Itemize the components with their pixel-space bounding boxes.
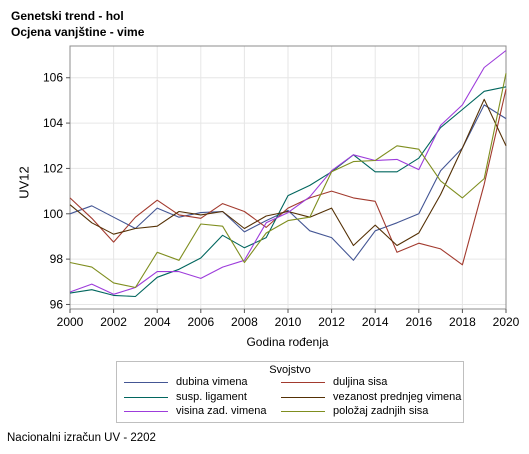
y-axis-label: UV12 [16, 166, 32, 199]
series-line-2 [69, 88, 507, 266]
legend-swatch [124, 411, 168, 412]
x-tick-label: 2010 [275, 315, 302, 329]
legend-swatch [124, 396, 168, 398]
series-line-6 [69, 73, 507, 289]
x-tick-label: 2000 [57, 315, 84, 329]
x-tick-label: 2002 [100, 315, 127, 329]
y-tick-label: 102 [43, 161, 63, 175]
y-tick-label: 96 [50, 297, 64, 311]
legend-swatch [124, 382, 168, 383]
legend-swatch [281, 396, 325, 398]
x-tick-label: 2006 [187, 315, 214, 329]
y-tick-label: 98 [50, 252, 64, 266]
legend-label: vezanost prednjeg vimena [333, 390, 462, 403]
legend: Svojstvo dubina vimena duljina sisa susp. … [116, 361, 464, 423]
series-line-1 [69, 104, 507, 261]
chart-title: Genetski trend - hol [11, 9, 124, 23]
x-tick-label: 2004 [144, 315, 171, 329]
chart-subtitle: Ocjena vanjštine - vime [11, 25, 145, 39]
series-line-5 [69, 50, 507, 295]
x-tick-label: 2018 [449, 315, 476, 329]
x-tick-label: 2020 [493, 315, 520, 329]
legend-label: duljina sisa [333, 376, 388, 388]
legend-label: položaj zadnjih sisa [333, 405, 429, 417]
x-tick-label: 2016 [405, 315, 432, 329]
legend-title: Svojstvo [269, 364, 311, 376]
x-tick-label: 2012 [318, 315, 345, 329]
legend-swatch [281, 382, 325, 383]
y-tick-label: 104 [43, 116, 63, 130]
legend-label: dubina vimena [176, 376, 248, 388]
y-tick-label: 100 [43, 207, 63, 221]
legend-label: visina zad. vimena [176, 405, 267, 417]
y-tick-label: 106 [43, 71, 63, 85]
x-axis-label: Godina rođenja [246, 335, 329, 349]
legend-label: susp. ligament [176, 390, 247, 403]
legend-swatch [281, 411, 325, 412]
series-line-3 [69, 86, 507, 298]
x-tick-label: 2008 [231, 315, 258, 329]
footnote: Nacionalni izračun UV - 2202 [7, 432, 156, 444]
x-tick-label: 2014 [362, 315, 389, 329]
series-line-4 [69, 98, 507, 247]
